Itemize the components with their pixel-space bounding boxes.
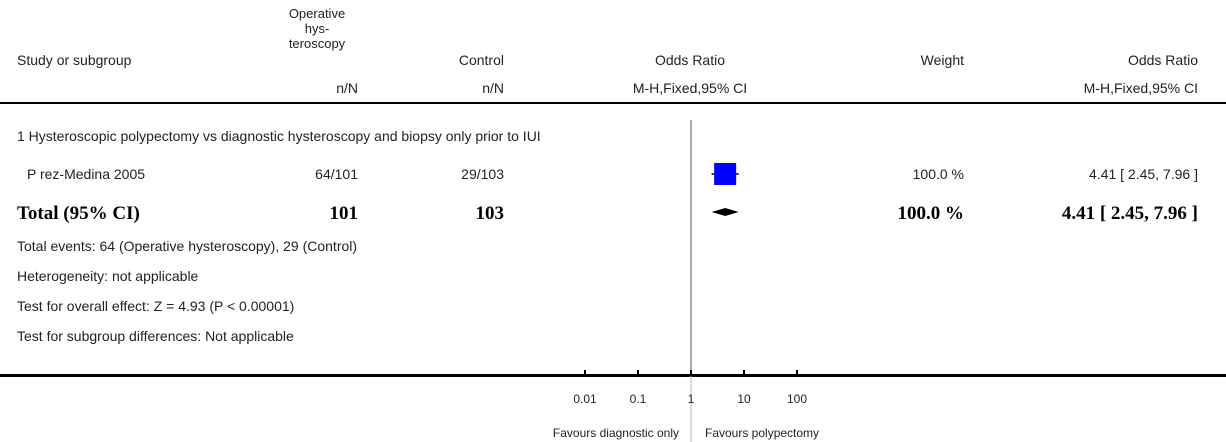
total-ci-text: 4.41 [ 2.45, 7.96 ] <box>1061 203 1198 224</box>
weight-column-header: Weight <box>920 52 964 68</box>
footnote: Test for subgroup differences: Not appli… <box>17 328 294 344</box>
header-rule <box>0 102 1226 104</box>
footnote: Heterogeneity: not applicable <box>17 268 199 284</box>
favours-left-label: Favours diagnostic only <box>553 426 679 440</box>
effect-right-subheader: M-H,Fixed,95% CI <box>1083 80 1198 96</box>
study-column-header: Study or subgroup <box>17 52 132 68</box>
footnote: Total events: 64 (Operative hysteroscopy… <box>17 238 358 254</box>
subgroup-title: 1 Hysteroscopic polypectomy vs diagnosti… <box>17 128 541 144</box>
total-weight: 100.0 % <box>897 203 965 224</box>
footnote: Test for overall effect: Z = 4.93 (P < 0… <box>17 298 295 314</box>
total-control: 103 <box>475 203 505 224</box>
axis-tick-label: 0.01 <box>573 392 597 406</box>
study-weight: 100.0 % <box>912 166 964 182</box>
axis-tick-label: 1 <box>688 392 695 406</box>
treatment-header-line: teroscopy <box>288 36 346 51</box>
study-ci-text: 4.41 [ 2.45, 7.96 ] <box>1089 166 1198 182</box>
effect-right-column-header: Odds Ratio <box>1127 52 1198 68</box>
effect-subheader: M-H,Fixed,95% CI <box>632 80 748 96</box>
study-control: 29/103 <box>461 166 504 182</box>
axis-tick-label: 0.1 <box>630 392 647 406</box>
control-column-header: Control <box>458 52 504 68</box>
footer-rule <box>0 374 1226 377</box>
total-label: Total (95% CI) <box>17 203 140 224</box>
treatment-header-line: Operative <box>288 6 346 21</box>
study-point-estimate <box>714 163 737 185</box>
study-treatment: 64/101 <box>315 166 358 182</box>
total-treatment: 101 <box>329 203 359 224</box>
axis-tick-label: 100 <box>787 392 807 406</box>
treatment-column-header: Operative hys- teroscopy <box>262 6 372 51</box>
axis-tick-label: 10 <box>737 392 751 406</box>
effect-column-header: Odds Ratio <box>654 52 726 68</box>
summary-diamond <box>711 208 739 216</box>
study-name: P rez-Medina 2005 <box>27 166 146 182</box>
favours-right-label: Favours polypectomy <box>705 426 819 440</box>
treatment-header-line: hys- <box>304 21 330 36</box>
treatment-subheader: n/N <box>336 80 358 96</box>
control-subheader: n/N <box>482 80 504 96</box>
